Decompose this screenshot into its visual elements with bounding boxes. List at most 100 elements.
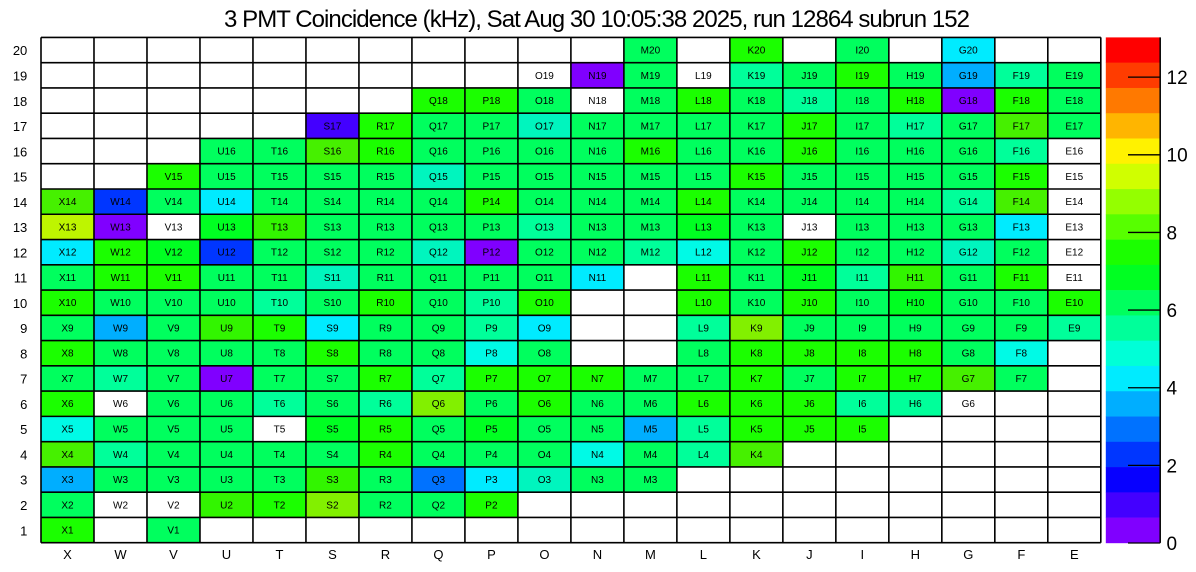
svg-text:U8: U8 [220,349,233,360]
svg-text:2: 2 [20,498,27,513]
svg-text:T: T [276,547,284,562]
svg-text:P18: P18 [483,96,501,107]
svg-text:S15: S15 [324,172,342,183]
svg-text:R14: R14 [376,197,395,208]
svg-text:J: J [806,547,813,562]
svg-text:X7: X7 [61,374,74,385]
svg-text:M18: M18 [641,96,661,107]
svg-text:T13: T13 [271,222,289,233]
svg-text:N14: N14 [588,197,607,208]
svg-text:L14: L14 [695,197,712,208]
svg-text:S11: S11 [324,273,341,284]
svg-text:F13: F13 [1013,222,1031,233]
svg-text:V11: V11 [165,273,182,284]
svg-text:Q18: Q18 [429,96,448,107]
svg-text:Q7: Q7 [432,374,446,385]
svg-text:U10: U10 [217,298,236,309]
svg-text:N18: N18 [588,96,607,107]
svg-text:O5: O5 [538,425,552,436]
svg-text:U3: U3 [220,475,233,486]
svg-text:M16: M16 [641,147,661,158]
svg-text:Q17: Q17 [429,121,448,132]
svg-text:X12: X12 [59,248,77,259]
svg-text:V3: V3 [167,475,180,486]
svg-text:W3: W3 [113,475,128,486]
svg-text:14: 14 [13,195,27,210]
svg-text:O10: O10 [535,298,554,309]
svg-text:L10: L10 [695,298,712,309]
svg-text:P7: P7 [485,374,498,385]
svg-text:N11: N11 [589,273,607,284]
svg-text:H7: H7 [909,374,922,385]
svg-text:I12: I12 [855,248,869,259]
svg-text:U13: U13 [217,222,236,233]
svg-text:M3: M3 [643,475,657,486]
svg-text:K19: K19 [748,71,766,82]
svg-text:V12: V12 [165,248,183,259]
svg-text:L12: L12 [695,248,712,259]
svg-text:O4: O4 [538,450,552,461]
svg-text:V6: V6 [167,399,180,410]
svg-text:Q15: Q15 [429,172,448,183]
svg-text:R8: R8 [379,349,392,360]
svg-text:V15: V15 [165,172,183,183]
svg-text:H6: H6 [909,399,922,410]
svg-text:P16: P16 [483,147,501,158]
svg-text:K14: K14 [748,197,766,208]
svg-text:J19: J19 [801,71,818,82]
svg-text:S17: S17 [324,121,342,132]
svg-text:J11: J11 [802,273,818,284]
svg-text:S13: S13 [324,222,342,233]
svg-text:X2: X2 [61,500,74,511]
svg-text:16: 16 [13,144,27,159]
svg-text:G14: G14 [959,197,978,208]
svg-text:K9: K9 [750,323,763,334]
svg-text:M14: M14 [641,197,661,208]
svg-text:N: N [593,547,602,562]
svg-text:P12: P12 [483,248,501,259]
svg-text:I20: I20 [855,46,869,57]
svg-text:T5: T5 [274,425,286,436]
svg-text:X4: X4 [61,450,74,461]
svg-text:X: X [63,547,72,562]
svg-text:U4: U4 [220,450,233,461]
svg-text:F9: F9 [1015,323,1027,334]
svg-text:E11: E11 [1066,273,1083,284]
svg-text:E16: E16 [1065,147,1083,158]
svg-text:Q5: Q5 [432,425,446,436]
svg-text:P4: P4 [485,450,498,461]
svg-text:L6: L6 [698,399,710,410]
svg-text:S12: S12 [324,248,342,259]
svg-text:O17: O17 [535,121,554,132]
svg-text:M17: M17 [641,121,661,132]
svg-text:O16: O16 [535,147,554,158]
svg-text:19: 19 [13,69,27,84]
svg-text:S: S [328,547,337,562]
svg-text:G: G [963,547,973,562]
svg-text:Q6: Q6 [432,399,446,410]
svg-text:F19: F19 [1013,71,1031,82]
svg-text:X1: X1 [61,526,74,537]
svg-text:T11: T11 [271,273,288,284]
svg-text:11: 11 [14,271,28,286]
svg-text:I16: I16 [855,147,869,158]
svg-text:H13: H13 [906,222,925,233]
svg-text:M13: M13 [641,222,661,233]
svg-text:M5: M5 [643,425,657,436]
svg-text:Q12: Q12 [429,248,448,259]
svg-text:U9: U9 [220,323,233,334]
svg-text:Q16: Q16 [429,147,448,158]
svg-text:L18: L18 [695,96,712,107]
svg-text:13: 13 [13,220,27,235]
svg-text:F16: F16 [1013,147,1031,158]
svg-text:L16: L16 [695,147,712,158]
svg-text:15: 15 [13,170,27,185]
svg-text:S14: S14 [324,197,342,208]
svg-text:W4: W4 [113,450,128,461]
svg-text:J7: J7 [804,374,815,385]
svg-text:M20: M20 [641,46,661,57]
svg-text:20: 20 [13,43,27,58]
svg-text:K8: K8 [750,349,763,360]
svg-text:K11: K11 [748,273,765,284]
svg-text:K18: K18 [748,96,766,107]
